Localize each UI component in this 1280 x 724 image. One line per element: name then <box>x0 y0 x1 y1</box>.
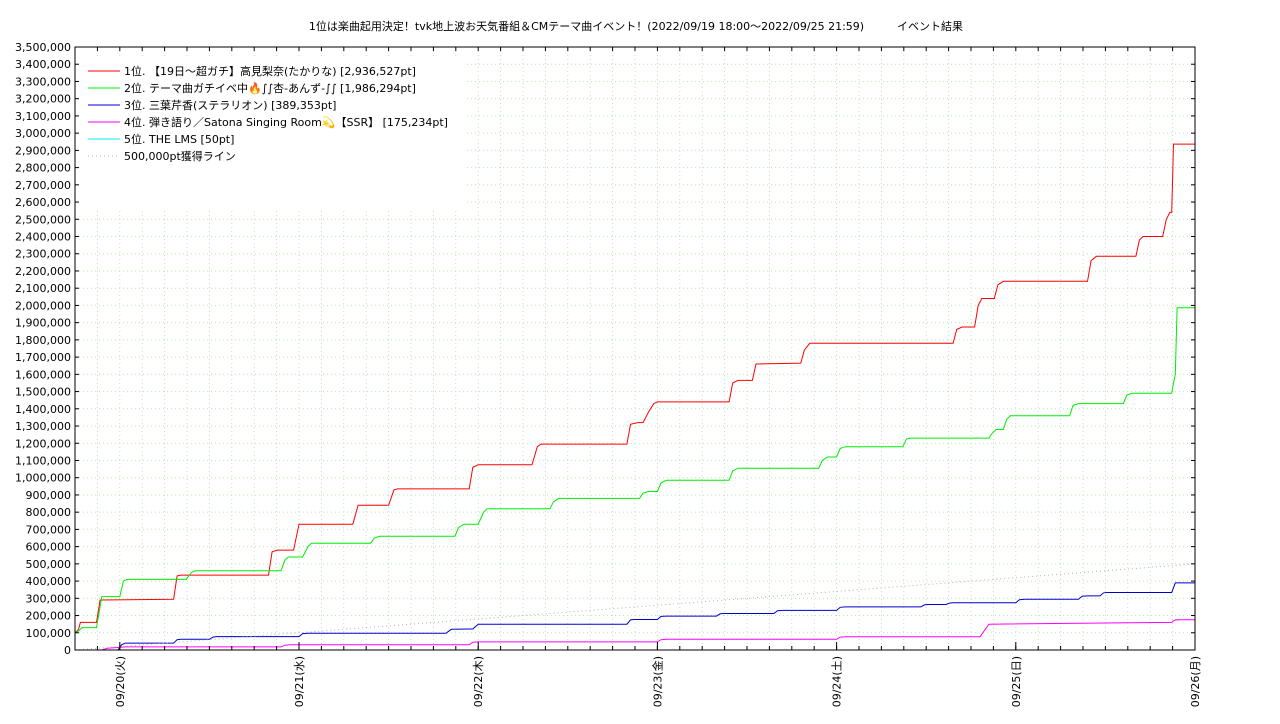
y-tick-label: 100,000 <box>26 627 72 640</box>
legend-box <box>77 56 467 208</box>
y-tick-label: 1,400,000 <box>15 403 71 416</box>
x-tick-label: 09/20(火) <box>114 656 127 707</box>
y-tick-label: 2,100,000 <box>15 282 71 295</box>
y-tick-label: 3,300,000 <box>15 75 71 88</box>
y-tick-label: 2,400,000 <box>15 231 71 244</box>
y-tick-label: 600,000 <box>26 541 72 554</box>
y-tick-label: 2,700,000 <box>15 179 71 192</box>
y-tick-label: 1,000,000 <box>15 472 71 485</box>
grid <box>75 47 1195 650</box>
legend-label: 5位. THE LMS [50pt] <box>124 132 234 146</box>
y-tick-label: 2,500,000 <box>15 213 71 226</box>
x-tick-label: 09/21(水) <box>293 656 306 707</box>
axes: 0 100,000 200,000 300,000 400,000 500,000 600,… <box>15 41 1202 707</box>
y-tick-label: 3,000,000 <box>15 127 71 140</box>
y-tick-label: 1,800,000 <box>15 334 71 347</box>
x-tick-label: 09/24(土) <box>831 656 844 707</box>
y-tick-label: 400,000 <box>26 575 72 588</box>
legend: 1位. 【19日～超ガチ】高見梨奈(たかりな) [2,936,527pt] 2位.… <box>88 64 448 163</box>
legend-label: 1位. 【19日～超ガチ】高見梨奈(たかりな) [2,936,527pt] <box>124 64 416 78</box>
y-tick-label: 1,200,000 <box>15 437 71 450</box>
y-tick-label: 800,000 <box>26 506 72 519</box>
chart-title: 1位は楽曲起用決定！tvk地上波お天気番組＆CMテーマ曲イベント！(2022/0… <box>309 19 963 33</box>
x-tick-label: 09/26(月) <box>1189 656 1202 707</box>
y-tick-label: 1,600,000 <box>15 368 71 381</box>
y-tick-label: 3,500,000 <box>15 41 71 54</box>
series-line-4 <box>101 619 1195 651</box>
y-tick-label: 1,700,000 <box>15 351 71 364</box>
y-tick-label: 700,000 <box>26 523 72 536</box>
plot-frame <box>74 46 1196 651</box>
y-tick-label: 2,200,000 <box>15 265 71 278</box>
y-tick-label: 2,300,000 <box>15 248 71 261</box>
series-line-2 <box>74 307 1195 634</box>
y-tick-label: 300,000 <box>26 592 72 605</box>
y-tick-label: 1,300,000 <box>15 420 71 433</box>
y-tick-label: 2,600,000 <box>15 196 71 209</box>
series-line-1 <box>74 143 1195 634</box>
y-tick-label: 3,100,000 <box>15 110 71 123</box>
y-tick-label: 1,900,000 <box>15 317 71 330</box>
y-tick-label: 1,500,000 <box>15 386 71 399</box>
x-tick-label: 09/22(木) <box>472 656 485 707</box>
legend-label: 500,000pt獲得ライン <box>124 150 236 163</box>
y-tick-label: 2,000,000 <box>15 299 71 312</box>
y-tick-label: 200,000 <box>26 610 72 623</box>
y-tick-label: 2,800,000 <box>15 162 71 175</box>
y-tick-label: 0 <box>64 644 71 657</box>
y-tick-label: 3,200,000 <box>15 93 71 106</box>
series-line-3 <box>117 582 1195 651</box>
y-tick-label: 500,000 <box>26 558 72 571</box>
legend-label: 3位. 三葉芹香(ステラリオン) [389,353pt] <box>124 98 336 112</box>
series-line-6 <box>74 563 1196 651</box>
y-tick-label: 1,100,000 <box>15 454 71 467</box>
x-tick-label: 09/23(金) <box>650 656 664 707</box>
y-tick-label: 900,000 <box>26 489 72 502</box>
x-tick-label: 09/25(日) <box>1010 656 1023 707</box>
y-tick-label: 3,400,000 <box>15 58 71 71</box>
legend-label: 4位. 弾き語り／Satona Singing Room💫【SSR】 [175,… <box>124 115 448 130</box>
legend-label: 2位. テーマ曲ガチイベ中🔥∫∫杏-あんず-∫∫ [1,986,294pt] <box>124 81 416 95</box>
y-tick-label: 2,900,000 <box>15 144 71 157</box>
